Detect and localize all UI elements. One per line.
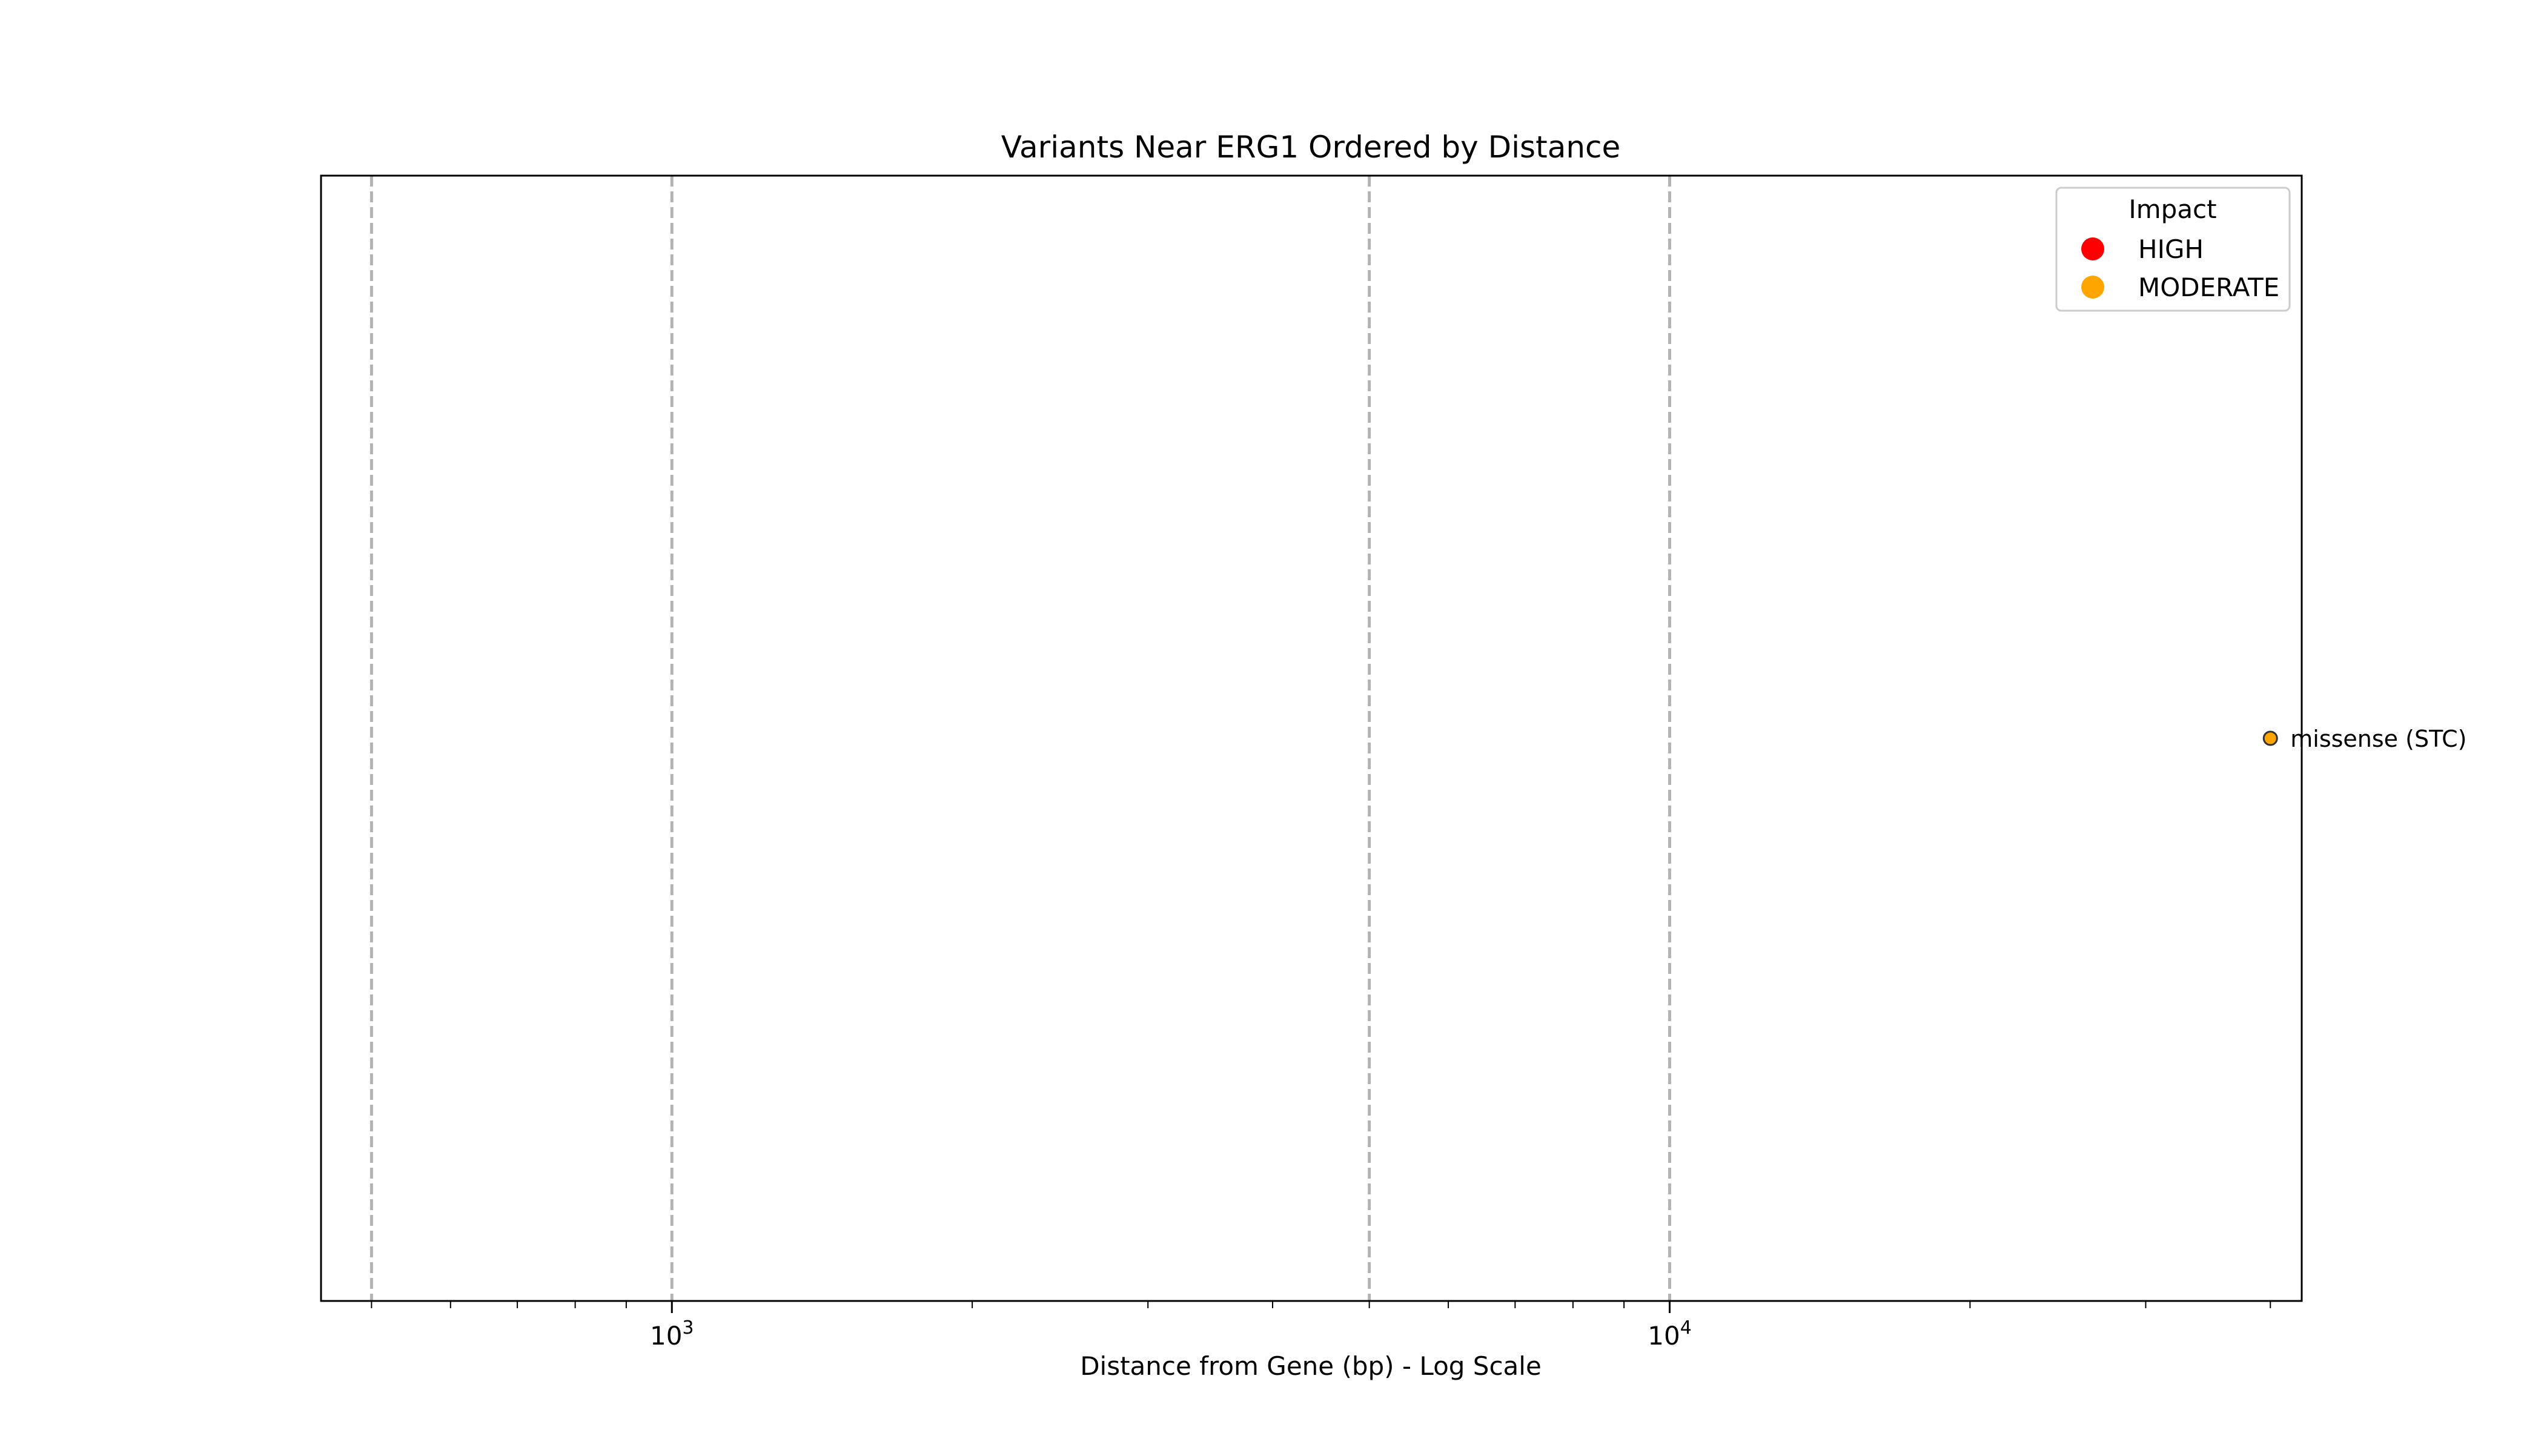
legend: Impact HIGH MODERATE bbox=[2055, 187, 2291, 312]
data-points: missense (STC) bbox=[2262, 726, 2466, 752]
legend-title: Impact bbox=[2128, 194, 2216, 224]
legend-label-moderate: MODERATE bbox=[2138, 273, 2279, 302]
legend-entries: HIGH MODERATE bbox=[2081, 234, 2279, 302]
x-tick-label: 104 bbox=[1648, 1317, 1692, 1351]
legend-marker-high bbox=[2081, 237, 2104, 260]
chart-title: Variants Near ERG1 Ordered by Distance bbox=[1001, 130, 1621, 165]
legend-label-high: HIGH bbox=[2138, 234, 2204, 264]
x-axis-label: Distance from Gene (bp) - Log Scale bbox=[1080, 1351, 1542, 1381]
plot-area-frame bbox=[320, 174, 2303, 1302]
legend-marker-moderate bbox=[2081, 276, 2104, 299]
data-point-0 bbox=[2262, 730, 2278, 746]
legend-box bbox=[2055, 187, 2291, 312]
data-point-label-0: missense (STC) bbox=[2290, 726, 2466, 752]
x-tick-label: 103 bbox=[650, 1317, 694, 1351]
x-axis-ticks: 103 104 bbox=[371, 1301, 2271, 1351]
reference-lines bbox=[369, 176, 1672, 1301]
